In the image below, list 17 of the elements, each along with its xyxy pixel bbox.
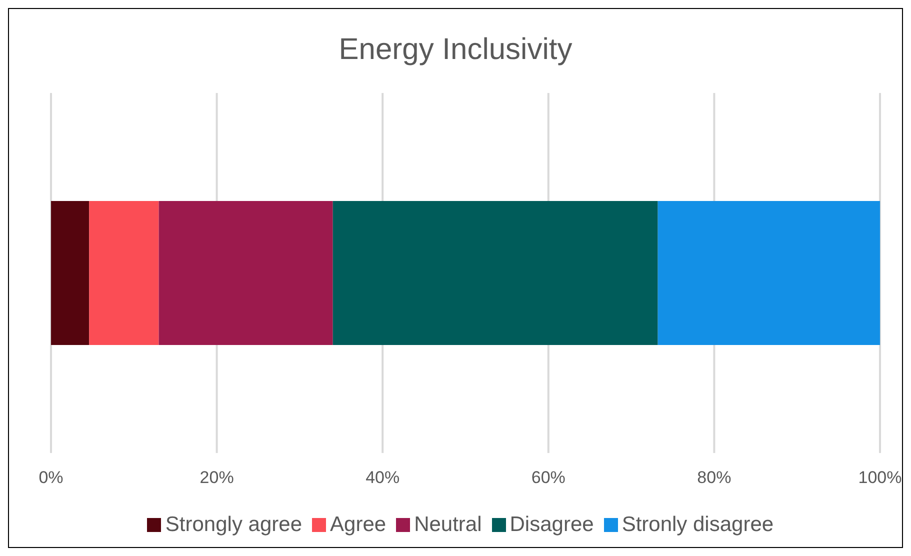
x-tick-label: 40% bbox=[366, 468, 400, 488]
legend-label: Disagree bbox=[510, 513, 594, 536]
x-tick-label: 60% bbox=[531, 468, 566, 488]
bar bbox=[658, 201, 880, 345]
x-tick-label: 100% bbox=[858, 468, 902, 488]
legend-label: Strongly agree bbox=[165, 513, 302, 536]
chart-title: Energy Inclusivity bbox=[338, 33, 574, 68]
x-tick-label: 0% bbox=[38, 468, 64, 488]
legend-label: Agree bbox=[330, 513, 386, 536]
bar bbox=[332, 201, 658, 345]
legend-label: Neutral bbox=[414, 513, 482, 536]
bar bbox=[158, 201, 333, 345]
bar bbox=[51, 201, 90, 345]
x-tick-label: 80% bbox=[697, 468, 732, 488]
legend-label: Stronly disagree bbox=[622, 513, 774, 536]
x-tick-label: 20% bbox=[200, 468, 234, 488]
bar bbox=[89, 201, 159, 345]
